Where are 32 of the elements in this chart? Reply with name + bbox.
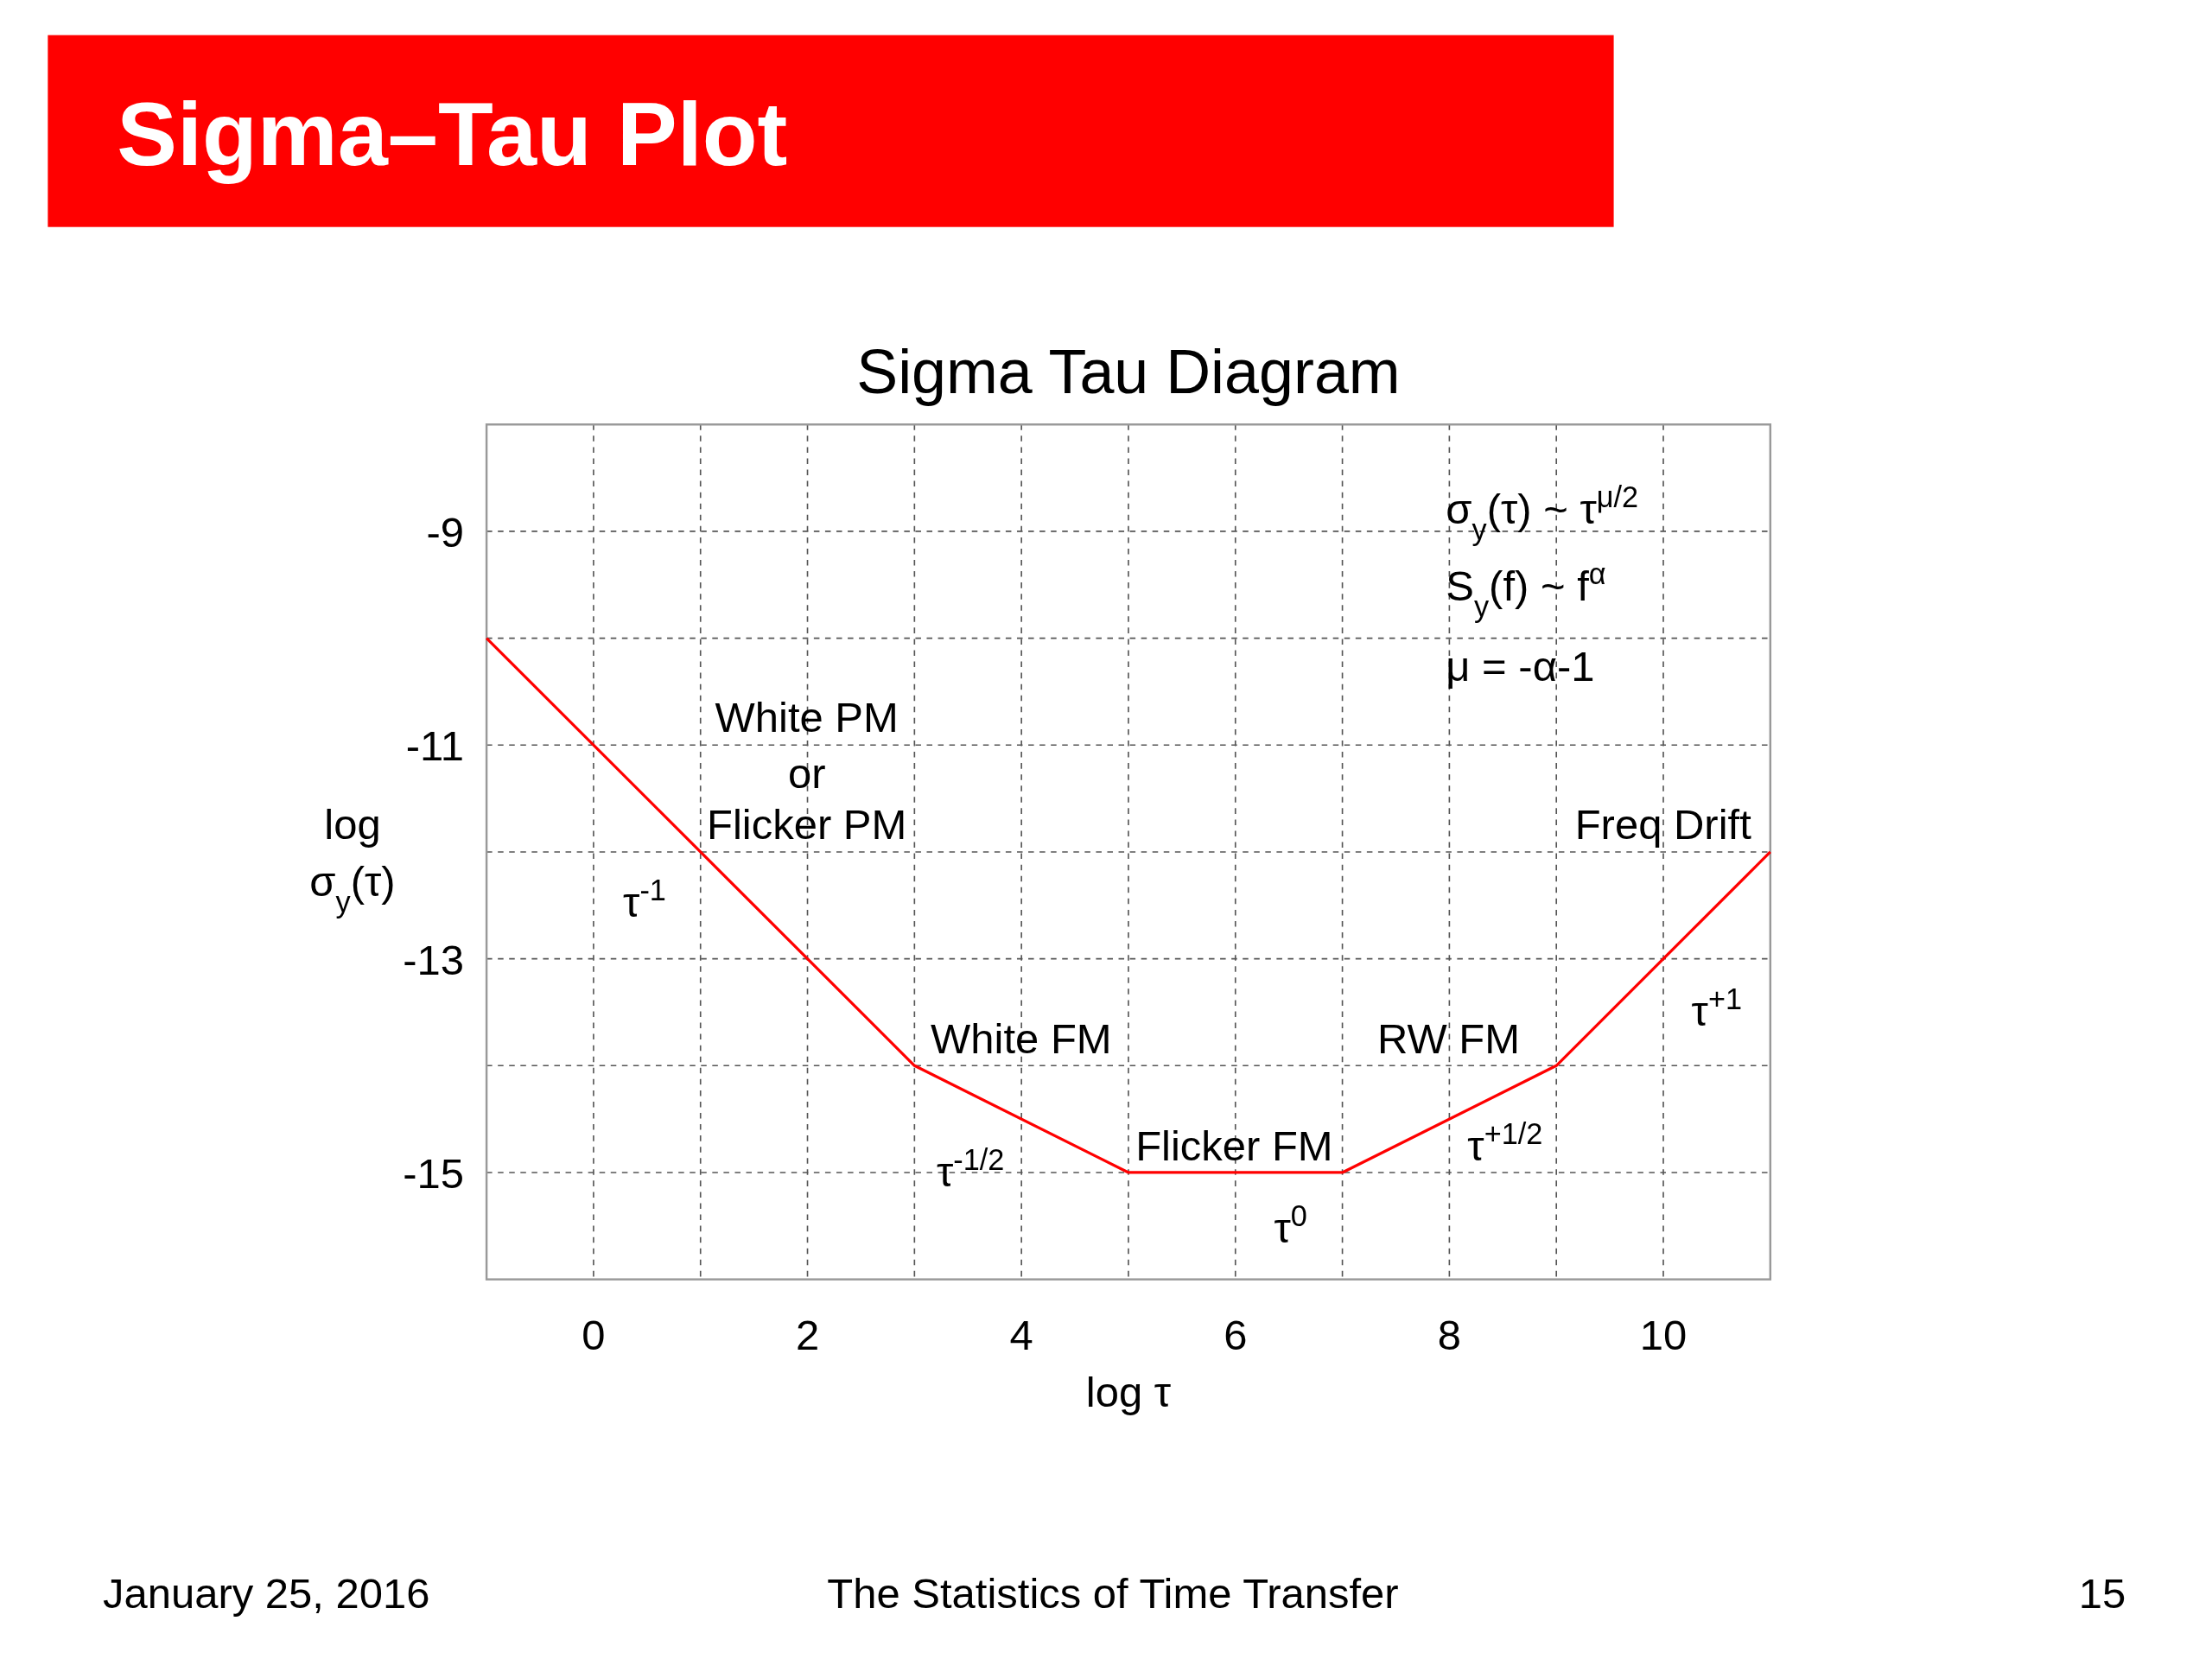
annotation: τ$^{-1/2}$ — [936, 1142, 1005, 1195]
text: The Statistics of Time Transfer — [827, 1570, 1399, 1618]
annotation: RW FM — [1377, 1015, 1521, 1063]
annotation: τ$^{+1}$ — [1691, 982, 1742, 1034]
x-tick-label: 8 — [1437, 1312, 1461, 1359]
annotation: μ = -α-1 — [1446, 643, 1595, 690]
x-tick-label: 4 — [1009, 1312, 1033, 1359]
chart-subtitle: Sigma Tau Diagram — [856, 337, 1401, 407]
annotation: τ$^{-1}$ — [623, 874, 666, 926]
annotation: or — [787, 750, 826, 798]
x-axis-title: log τ — [1085, 1368, 1172, 1415]
annotation: Freq Drift — [1574, 801, 1752, 849]
text: January 25, 2016 — [103, 1570, 430, 1618]
x-tick-label: 0 — [582, 1312, 606, 1359]
annotation: White PM — [715, 694, 899, 741]
annotation: White FM — [931, 1015, 1112, 1063]
x-tick-label: 6 — [1224, 1312, 1248, 1359]
chart-title: Sigma–Tau Plot — [117, 82, 788, 184]
annotation: σ$_{y}$(τ) ~ τ$^{μ/2}$ — [1446, 480, 1639, 546]
y-axis-title: log σ$_{y}$(τ) — [309, 801, 396, 918]
annotation: τ$^{+1/2}$ — [1467, 1117, 1543, 1170]
annotation: Flicker FM — [1135, 1122, 1333, 1170]
text: 15 — [2078, 1570, 2126, 1618]
x-tick-label: 10 — [1639, 1312, 1688, 1359]
y-tick-label: -9 — [426, 508, 464, 556]
x-tick-label: 2 — [795, 1312, 820, 1359]
annotation: τ$^{0}$ — [1274, 1199, 1307, 1252]
annotation: Flicker PM — [707, 801, 907, 849]
y-tick-label: -15 — [403, 1149, 464, 1197]
y-tick-label: -13 — [403, 936, 464, 983]
annotation: S$_{y}$(f) ~ f$^{α}$ — [1446, 557, 1606, 624]
y-tick-label: -11 — [405, 722, 464, 770]
